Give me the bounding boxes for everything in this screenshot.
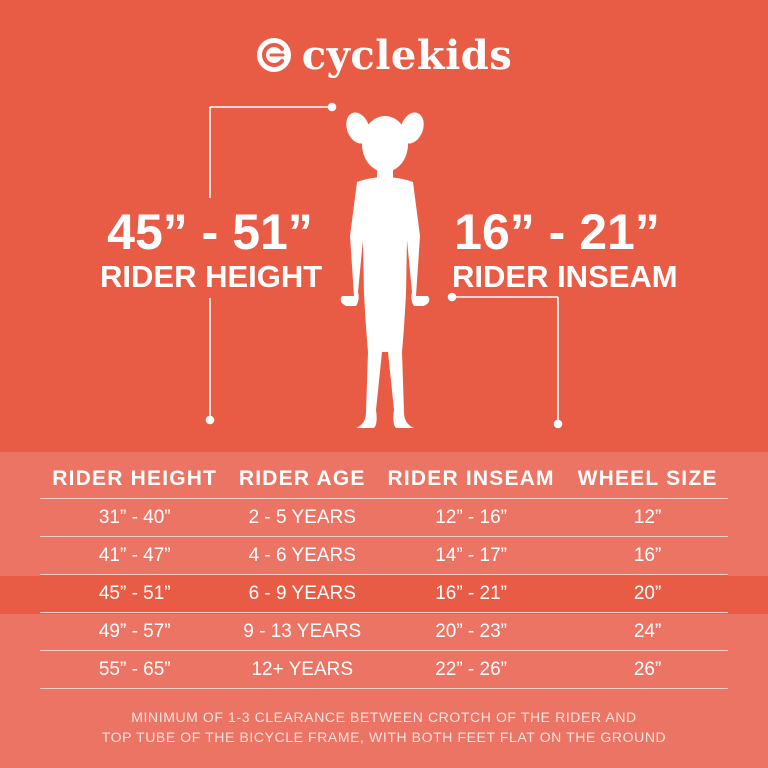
cell-height: 45” - 51”	[40, 574, 230, 613]
cell-wheel: 16”	[567, 536, 728, 575]
clearance-note-line-2: TOP TUBE OF THE BICYCLE FRAME, WITH BOTH…	[101, 729, 667, 745]
cell-inseam: 16” - 21”	[375, 574, 568, 613]
cell-inseam: 20” - 23”	[375, 612, 568, 651]
cell-wheel: 20”	[567, 574, 728, 613]
cell-age: 4 - 6 YEARS	[229, 536, 376, 575]
cell-wheel: 12”	[567, 498, 728, 537]
header-wheel-size: WHEEL SIZE	[567, 460, 728, 499]
cell-height: 41” - 47”	[40, 536, 230, 575]
header-rider-age: RIDER AGE	[229, 460, 376, 499]
header-rider-height: RIDER HEIGHT	[40, 460, 230, 499]
rider-height-label: RIDER HEIGHT	[100, 259, 323, 294]
table-row: 49” - 57” 9 - 13 YEARS 20” - 23” 24”	[40, 612, 728, 651]
rider-inseam-callout: 16” - 21” RIDER INSEAM	[452, 204, 678, 295]
cell-age: 12+ YEARS	[229, 650, 376, 689]
table-row: 31” - 40” 2 - 5 YEARS 12” - 16” 12”	[40, 498, 728, 537]
rider-height-callout: 45” - 51” RIDER HEIGHT	[100, 204, 323, 295]
cell-inseam: 12” - 16”	[375, 498, 568, 537]
brand-logo: cyclekids	[0, 30, 768, 80]
cell-wheel: 24”	[567, 612, 728, 651]
table-row: 41” - 47” 4 - 6 YEARS 14” - 17” 16”	[40, 536, 728, 575]
measure-lines	[205, 102, 563, 429]
rider-inseam-value: 16” - 21”	[454, 204, 660, 260]
rider-height-value: 45” - 51”	[107, 204, 313, 260]
cell-age: 2 - 5 YEARS	[229, 498, 376, 537]
cell-height: 49” - 57”	[40, 612, 230, 651]
cell-inseam: 22” - 26”	[375, 650, 568, 689]
table-header-row: RIDER HEIGHT RIDER AGE RIDER INSEAM WHEE…	[40, 460, 728, 499]
cell-age: 9 - 13 YEARS	[229, 612, 376, 651]
cell-age: 6 - 9 YEARS	[229, 574, 376, 613]
cell-height: 31” - 40”	[40, 498, 230, 537]
cell-wheel: 26”	[567, 650, 728, 689]
table-row: 55” - 65” 12+ YEARS 22” - 26” 26”	[40, 650, 728, 689]
cyclekids-logo-icon	[256, 38, 291, 72]
cell-height: 55” - 65”	[40, 650, 230, 689]
clearance-note-line-1: MINIMUM OF 1-3 CLEARANCE BETWEEN CROTCH …	[131, 709, 637, 725]
child-silhouette-icon	[340, 112, 430, 428]
brand-name: cyclekids	[301, 31, 513, 79]
table-row-highlighted: 45” - 51” 6 - 9 YEARS 16” - 21” 20”	[40, 574, 728, 613]
rider-inseam-label: RIDER INSEAM	[452, 259, 678, 294]
clearance-note: MINIMUM OF 1-3 CLEARANCE BETWEEN CROTCH …	[0, 707, 768, 747]
header-rider-inseam: RIDER INSEAM	[375, 460, 568, 499]
size-table: RIDER HEIGHT RIDER AGE RIDER INSEAM WHEE…	[40, 460, 728, 689]
cell-inseam: 14” - 17”	[375, 536, 568, 575]
